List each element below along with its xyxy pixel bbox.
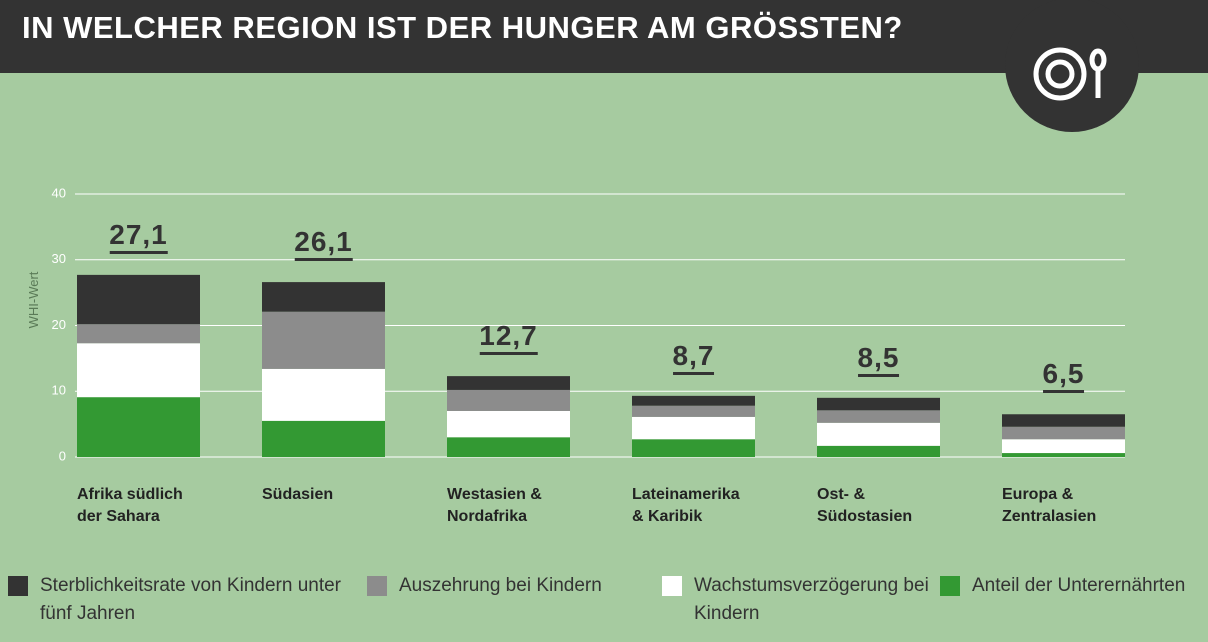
bar-segment bbox=[262, 282, 385, 312]
bar-segment bbox=[1002, 426, 1125, 440]
total-label: 6,5 bbox=[1042, 358, 1085, 394]
bar-segment bbox=[447, 389, 570, 411]
y-tick-label: 30 bbox=[52, 251, 66, 266]
bar-segment bbox=[262, 368, 385, 421]
y-tick-label: 10 bbox=[52, 383, 66, 398]
bar-segment bbox=[632, 405, 755, 417]
y-axis-label: WHI-Wert bbox=[26, 271, 41, 328]
bar-segment bbox=[447, 376, 570, 390]
total-label: 12,7 bbox=[479, 320, 538, 356]
legend-swatch bbox=[8, 576, 28, 596]
bar-segment bbox=[817, 422, 940, 446]
total-label: 8,7 bbox=[672, 340, 715, 375]
total-label: 8,5 bbox=[857, 342, 900, 377]
total-label: 26,1 bbox=[294, 226, 353, 262]
y-tick-label: 0 bbox=[59, 448, 66, 463]
chart-title: IN WELCHER REGION IST DER HUNGER AM GRÖS… bbox=[22, 10, 903, 45]
bar-segment bbox=[77, 324, 200, 344]
bar-segment bbox=[77, 274, 200, 325]
bar-segment bbox=[817, 445, 940, 457]
bar-segment bbox=[447, 410, 570, 438]
x-tick-label: Westasien & Nordafrika bbox=[447, 486, 542, 525]
bar-segment bbox=[632, 439, 755, 457]
bar-segment bbox=[1002, 439, 1125, 454]
bar-segment bbox=[77, 343, 200, 398]
x-tick-label: Afrika südlich der Sahara bbox=[77, 486, 183, 525]
legend-label: Auszehrung bei Kindern bbox=[399, 575, 602, 596]
x-tick-label: Europa & Zentralasien bbox=[1002, 486, 1097, 525]
bar-segment bbox=[817, 397, 940, 411]
bar-segment bbox=[817, 410, 940, 423]
legend-label: Anteil der Unterernährten bbox=[972, 575, 1186, 596]
bar-segment bbox=[447, 437, 570, 457]
x-tick-label: Ost- & Südostasien bbox=[817, 486, 913, 525]
bar-segment bbox=[632, 395, 755, 406]
bar-segment bbox=[632, 416, 755, 440]
legend-label: Sterblichkeitsrate von Kindern unter fün… bbox=[40, 575, 341, 624]
bar-segment bbox=[262, 420, 385, 457]
legend-swatch bbox=[662, 576, 682, 596]
bar-segment bbox=[77, 397, 200, 457]
total-label: 27,1 bbox=[109, 219, 168, 254]
x-tick-label: Lateinamerika & Karibik bbox=[632, 486, 740, 525]
bar-segment bbox=[1002, 414, 1125, 427]
legend-label: Wachstumsverzögerung bei Kindern bbox=[694, 575, 929, 624]
legend-swatch bbox=[940, 576, 960, 596]
legend-swatch bbox=[367, 576, 387, 596]
y-tick-label: 20 bbox=[52, 317, 66, 332]
y-tick-label: 40 bbox=[52, 185, 66, 200]
bar-segment bbox=[262, 311, 385, 369]
plate-icon bbox=[1033, 47, 1107, 101]
bar-segment bbox=[1002, 453, 1125, 457]
x-tick-label: Südasien bbox=[262, 486, 334, 503]
